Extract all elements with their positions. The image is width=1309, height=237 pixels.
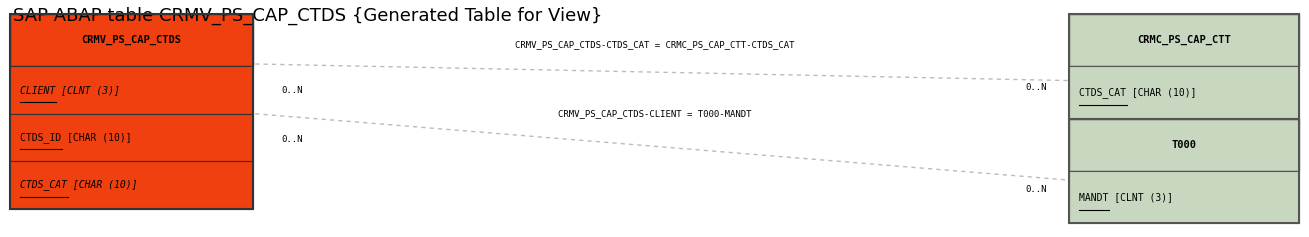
FancyBboxPatch shape — [1069, 118, 1299, 171]
FancyBboxPatch shape — [10, 66, 253, 114]
Text: MANDT [CLNT (3)]: MANDT [CLNT (3)] — [1079, 192, 1173, 202]
FancyBboxPatch shape — [10, 114, 253, 161]
Text: CRMV_PS_CAP_CTDS-CTDS_CAT = CRMC_PS_CAP_CTT-CTDS_CAT: CRMV_PS_CAP_CTDS-CTDS_CAT = CRMC_PS_CAP_… — [514, 41, 795, 50]
Text: CLIENT [CLNT (3)]: CLIENT [CLNT (3)] — [20, 85, 119, 95]
Text: 0..N: 0..N — [1026, 83, 1047, 92]
Text: CTDS_CAT [CHAR (10)]: CTDS_CAT [CHAR (10)] — [20, 179, 137, 190]
FancyBboxPatch shape — [1069, 14, 1299, 66]
Text: 0..N: 0..N — [281, 86, 302, 95]
Text: T000: T000 — [1172, 140, 1196, 150]
Text: CRMV_PS_CAP_CTDS: CRMV_PS_CAP_CTDS — [81, 35, 182, 46]
Text: CTDS_CAT [CHAR (10)]: CTDS_CAT [CHAR (10)] — [1079, 87, 1196, 98]
FancyBboxPatch shape — [1069, 171, 1299, 223]
FancyBboxPatch shape — [1069, 66, 1299, 118]
Text: SAP ABAP table CRMV_PS_CAP_CTDS {Generated Table for View}: SAP ABAP table CRMV_PS_CAP_CTDS {Generat… — [13, 7, 602, 25]
Text: 0..N: 0..N — [1026, 185, 1047, 194]
Text: 0..N: 0..N — [281, 135, 302, 144]
Text: CRMV_PS_CAP_CTDS-CLIENT = T000-MANDT: CRMV_PS_CAP_CTDS-CLIENT = T000-MANDT — [558, 109, 751, 118]
Text: CTDS_ID [CHAR (10)]: CTDS_ID [CHAR (10)] — [20, 132, 131, 143]
FancyBboxPatch shape — [10, 14, 253, 66]
Text: CRMC_PS_CAP_CTT: CRMC_PS_CAP_CTT — [1138, 35, 1230, 46]
FancyBboxPatch shape — [10, 161, 253, 209]
